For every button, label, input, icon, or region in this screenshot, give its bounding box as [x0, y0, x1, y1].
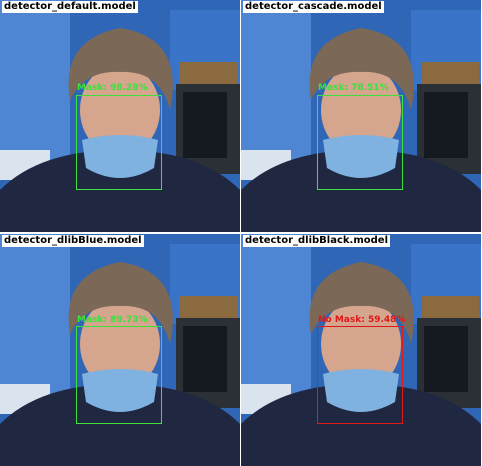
webcam-frame — [0, 234, 240, 466]
panel-detector-dlibblack: detector_dlibBlack.model No Mask: 59.48% — [241, 234, 481, 466]
webcam-frame — [241, 0, 481, 232]
detection-label: Mask: 89.73% — [77, 315, 148, 325]
model-name-label: detector_dlibBlack.model — [243, 235, 391, 247]
model-name-label: detector_default.model — [2, 1, 138, 13]
detection-bounding-box — [76, 326, 162, 424]
panel-detector-dlibblue: detector_dlibBlue.model Mask: 89.73% — [0, 234, 240, 466]
panel-detector-default: detector_default.model Mask: 98.28% — [0, 0, 240, 232]
model-name-label: detector_dlibBlue.model — [2, 235, 144, 247]
detection-label: Mask: 98.28% — [77, 83, 148, 93]
model-name-label: detector_cascade.model — [243, 1, 384, 13]
detection-bounding-box — [76, 95, 162, 190]
webcam-frame — [0, 0, 240, 232]
detection-bounding-box — [317, 95, 403, 190]
webcam-frame — [241, 234, 481, 466]
detection-label: Mask: 78.51% — [318, 83, 389, 93]
panel-detector-cascade: detector_cascade.model Mask: 78.51% — [241, 0, 481, 232]
detection-bounding-box — [317, 326, 403, 424]
detection-label: No Mask: 59.48% — [318, 315, 406, 325]
